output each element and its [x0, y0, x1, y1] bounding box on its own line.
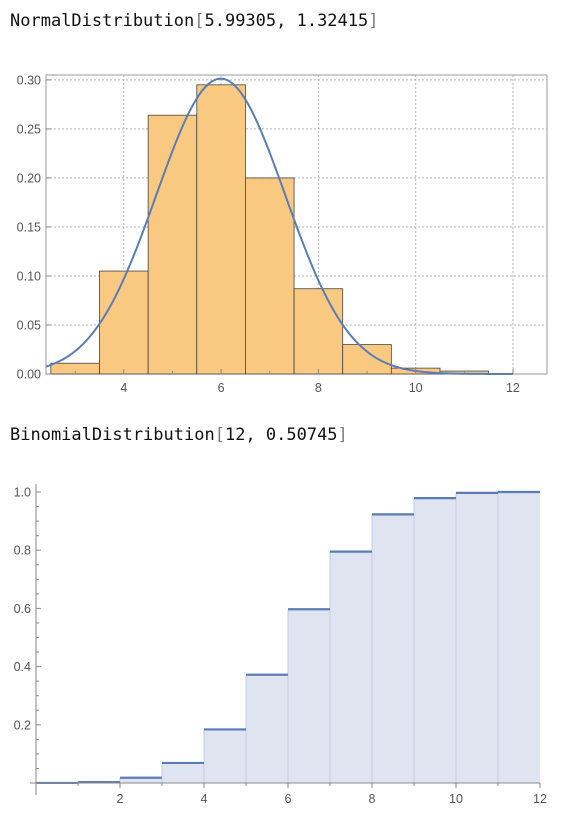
label-function-name: NormalDistribution: [10, 11, 195, 31]
x-tick-label: 2: [117, 792, 124, 806]
x-tick-label: 8: [315, 381, 322, 395]
label-close-bracket: ]: [337, 425, 348, 445]
label-arguments: 12, 0.50745: [224, 425, 338, 445]
x-tick-label: 8: [369, 792, 376, 806]
y-tick-label: 0.30: [17, 73, 41, 87]
y-tick-label: 0.6: [14, 602, 31, 616]
cdf-fill-region: [288, 609, 330, 783]
label-function-name: BinomialDistribution: [10, 425, 215, 445]
x-tick-label: 12: [533, 792, 547, 806]
y-tick-label: 1.0: [14, 486, 31, 500]
histogram-bar: [196, 84, 246, 375]
normal-distribution-output-label: NormalDistribution[5.99305, 1.32415]: [10, 11, 379, 31]
cdf-fill-region: [414, 498, 456, 783]
y-tick-label: 0.10: [17, 269, 41, 283]
y-tick-label: 0.00: [17, 368, 41, 382]
binomial-distribution-output-label: BinomialDistribution[12, 0.50745]: [10, 425, 348, 445]
histogram-bar: [245, 177, 295, 375]
cdf-fill-region: [456, 492, 498, 783]
cdf-fill-region: [246, 674, 288, 783]
label-open-bracket: [: [214, 425, 225, 445]
histogram-bar: [342, 344, 392, 375]
cdf-fill-region: [204, 729, 246, 783]
label-arguments: 5.99305, 1.32415: [204, 11, 369, 31]
label-close-bracket: ]: [368, 11, 379, 31]
cdf-fill-region: [330, 551, 372, 783]
x-tick-label: 10: [409, 381, 423, 395]
x-tick-label: 10: [449, 792, 463, 806]
y-tick-label: 0.15: [17, 220, 41, 234]
cdf-fill-region: [372, 514, 414, 783]
x-tick-label: 12: [506, 381, 520, 395]
histogram-bar: [293, 288, 344, 375]
label-open-bracket: [: [194, 11, 205, 31]
pdf-curve: [45, 77, 513, 375]
x-tick-label: 4: [120, 381, 127, 395]
cdf-fill-region: [498, 492, 540, 783]
x-tick-label: 4: [201, 792, 208, 806]
y-tick-label: 0.20: [17, 171, 41, 185]
y-tick-label: 0.05: [17, 318, 41, 332]
x-tick-label: 6: [218, 381, 225, 395]
y-tick-label: 0.8: [14, 544, 31, 558]
cdf-fill-region: [120, 777, 162, 783]
x-tick-label: 6: [285, 792, 292, 806]
cdf-fill-region: [162, 762, 204, 783]
y-tick-label: 0.25: [17, 122, 41, 136]
y-tick-label: 0.2: [14, 718, 31, 732]
normal-histogram-chart: 4 6 8 10 12 0.00 0.05 0.10 0.15 0.20 0.25 0.30: [17, 73, 548, 395]
y-tick-label: 0.4: [14, 660, 31, 674]
